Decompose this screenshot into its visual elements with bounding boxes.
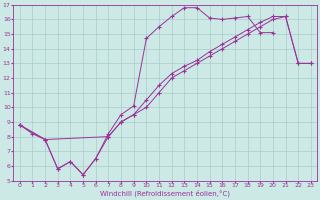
X-axis label: Windchill (Refroidissement éolien,°C): Windchill (Refroidissement éolien,°C) xyxy=(100,190,230,197)
